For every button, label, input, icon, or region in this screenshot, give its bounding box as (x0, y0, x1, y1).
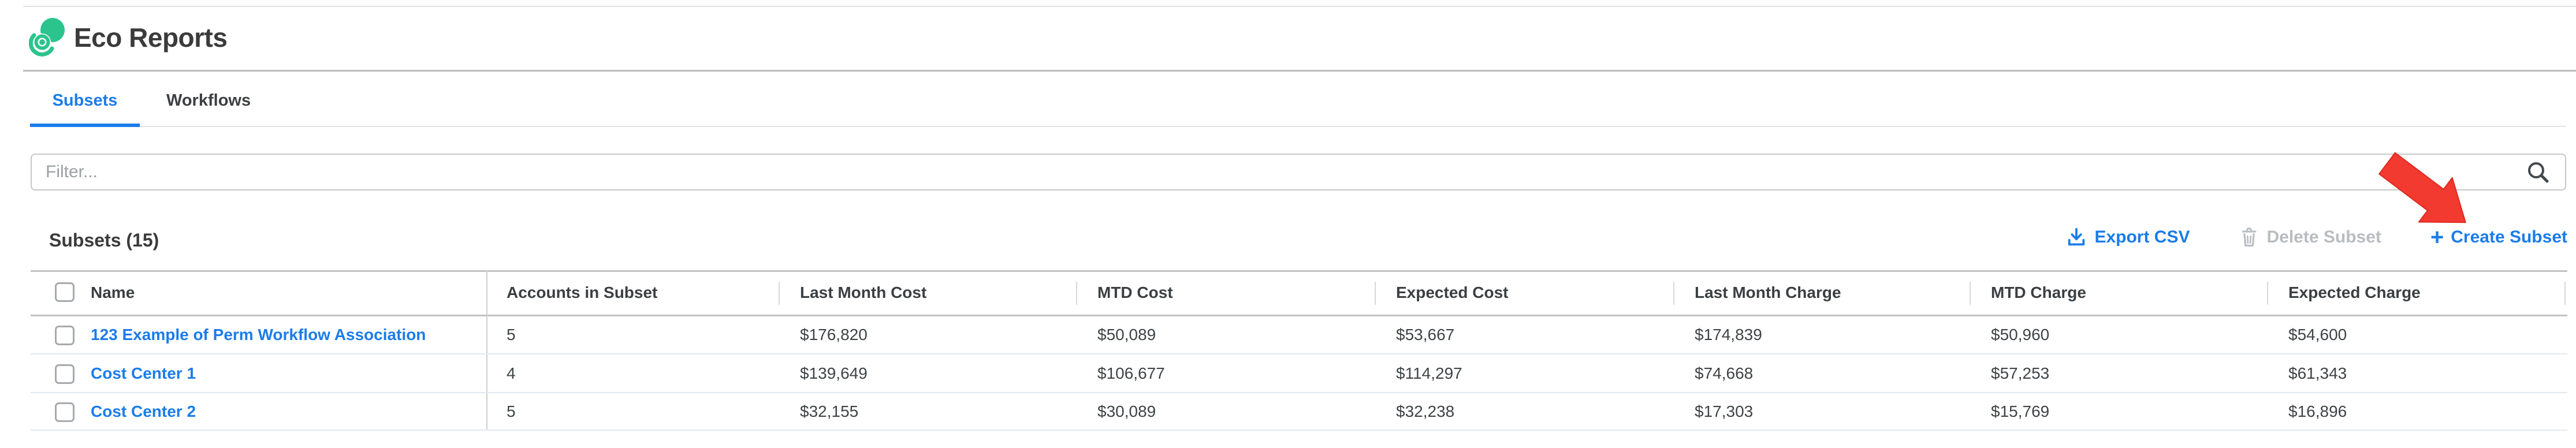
subset-name-link[interactable]: 123 Example of Perm Workflow Association (91, 326, 426, 344)
expected-cost-value: $114,297 (1396, 364, 1462, 382)
last-month-charge-value: $174,839 (1695, 326, 1762, 344)
mtd-cost-value: $106,677 (1097, 364, 1165, 382)
create-subset-label: Create Subset (2451, 227, 2567, 247)
create-subset-button[interactable]: + Create Subset (2430, 225, 2567, 250)
delete-subset-button[interactable]: Delete Subset (2239, 226, 2381, 248)
top-hairline (23, 6, 2576, 7)
search-icon[interactable] (2525, 159, 2551, 185)
export-csv-label: Export CSV (2094, 227, 2190, 247)
table-row: Cost Center 2 5 $32,155 $30,089 $32,238 … (0, 393, 2576, 430)
filter-input[interactable] (31, 154, 2566, 191)
column-header-mtd-charge: MTD Charge (1991, 283, 2086, 301)
column-header-accounts-in-subset: Accounts in Subset (507, 283, 658, 301)
header-col-divider (2564, 282, 2566, 305)
expected-charge-value: $61,343 (2288, 364, 2347, 382)
tab-subsets[interactable]: Subsets (52, 91, 118, 110)
header-col-divider (1970, 282, 1971, 305)
mtd-charge-value: $57,253 (1991, 364, 2050, 382)
section-heading: Subsets (15) (49, 230, 159, 251)
header-col-divider (1375, 282, 1376, 305)
table-row: Cost Center 1 4 $139,649 $106,677 $114,2… (0, 355, 2576, 392)
last-month-cost-value: $139,649 (800, 364, 868, 382)
export-csv-button[interactable]: Export CSV (2065, 226, 2190, 248)
download-icon (2068, 227, 2085, 246)
select-all-checkbox[interactable] (55, 282, 75, 302)
expected-cost-value: $32,238 (1396, 402, 1455, 420)
last-month-cost-value: $32,155 (800, 402, 859, 420)
table-actions-bar: Export CSV Delete Subset + Create Subset (2065, 225, 2567, 250)
table-row: 123 Example of Perm Workflow Association… (0, 316, 2576, 353)
expected-charge-value: $54,600 (2288, 326, 2347, 344)
tabs-bottom-rule (30, 126, 2566, 127)
column-header-expected-cost: Expected Cost (1396, 283, 1509, 301)
page-title: Eco Reports (74, 23, 228, 53)
table-header-top-border (31, 270, 2567, 272)
mtd-cost-value: $30,089 (1097, 402, 1156, 420)
column-header-expected-charge: Expected Charge (2288, 283, 2421, 301)
subset-name-link[interactable]: Cost Center 2 (91, 402, 196, 420)
row-checkbox[interactable] (55, 364, 75, 384)
column-header-mtd-cost: MTD Cost (1097, 283, 1173, 301)
name-column-divider (486, 270, 487, 431)
plus-icon: + (2430, 225, 2444, 250)
last-month-charge-value: $17,303 (1695, 402, 1754, 420)
eco-logo-icon (29, 18, 65, 57)
table-header-bottom-border (31, 315, 2567, 316)
header-col-divider (2267, 282, 2268, 305)
mtd-charge-value: $15,769 (1991, 402, 2050, 420)
last-month-charge-value: $74,668 (1695, 364, 1754, 382)
row-checkbox[interactable] (55, 326, 75, 345)
row-separator (31, 353, 2567, 354)
column-header-name: Name (91, 283, 135, 301)
subset-name-link[interactable]: Cost Center 1 (91, 364, 196, 382)
column-header-last-month-charge: Last Month Charge (1695, 283, 1841, 301)
accounts-in-subset-value: 5 (507, 326, 516, 344)
column-header-last-month-cost: Last Month Cost (800, 283, 927, 301)
active-tab-indicator (30, 124, 140, 127)
tab-workflows[interactable]: Workflows (166, 91, 251, 110)
row-separator (31, 392, 2567, 393)
trash-icon (2242, 227, 2257, 247)
header-col-divider (1673, 282, 1674, 305)
header-col-divider (779, 282, 780, 305)
accounts-in-subset-value: 4 (507, 364, 516, 382)
mtd-cost-value: $50,089 (1097, 326, 1156, 344)
delete-subset-label: Delete Subset (2266, 227, 2381, 247)
expected-cost-value: $53,667 (1396, 326, 1455, 344)
row-checkbox[interactable] (55, 402, 75, 422)
header-col-divider (1076, 282, 1077, 305)
mtd-charge-value: $50,960 (1991, 326, 2050, 344)
accounts-in-subset-value: 5 (507, 402, 516, 420)
header-divider (23, 70, 2576, 72)
last-month-cost-value: $176,820 (800, 326, 868, 344)
row-separator (31, 430, 2567, 431)
expected-charge-value: $16,896 (2288, 402, 2347, 420)
